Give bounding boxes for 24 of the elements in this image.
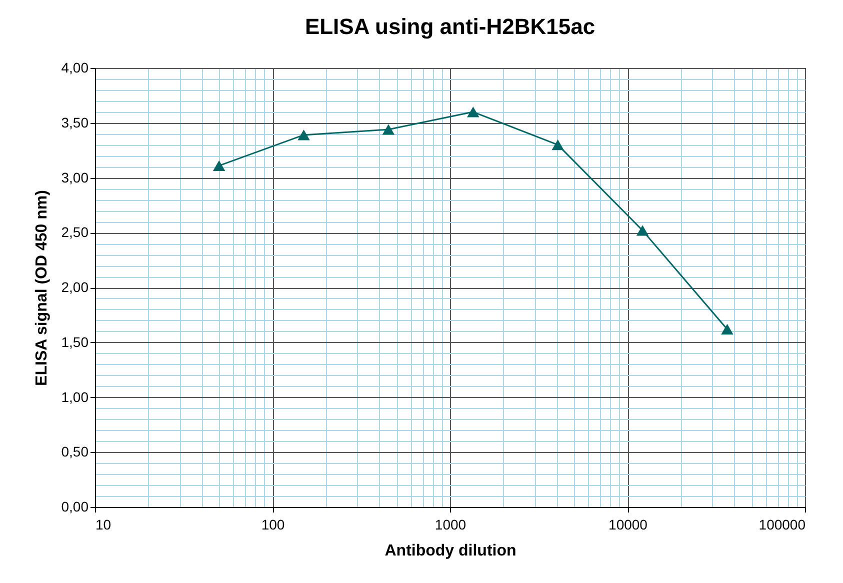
y-tick-label: 0,50: [61, 444, 89, 460]
point: [382, 124, 395, 135]
y-tick-label: 2,00: [61, 279, 89, 295]
x-tick-label: 10000: [608, 516, 648, 532]
point: [636, 225, 649, 236]
y-tick-label: 4,00: [61, 60, 89, 76]
point: [298, 130, 310, 140]
y-axis-title: ELISA signal (OD 450 nm): [33, 190, 50, 386]
x-tick-label: 10: [96, 516, 112, 532]
y-tick-label: 1,00: [61, 388, 89, 405]
y-tick-label: 3,00: [61, 169, 89, 186]
point: [552, 140, 564, 150]
x-tick-label: 100000: [758, 516, 806, 532]
y-tick-label: 0,00: [61, 498, 89, 514]
y-tick-label: 1,50: [61, 334, 89, 350]
y-tick-label: 3,50: [61, 114, 89, 130]
x-tick-label: 1000: [434, 516, 466, 532]
point: [467, 106, 480, 118]
point: [721, 324, 734, 335]
x-tick-label: 100: [261, 516, 285, 532]
x-axis-title: Antibody dilution: [384, 542, 516, 560]
y-tick-label: 2,50: [61, 224, 89, 240]
point: [212, 160, 226, 171]
chart-title: ELISA using anti-H2BK15ac: [304, 14, 596, 39]
